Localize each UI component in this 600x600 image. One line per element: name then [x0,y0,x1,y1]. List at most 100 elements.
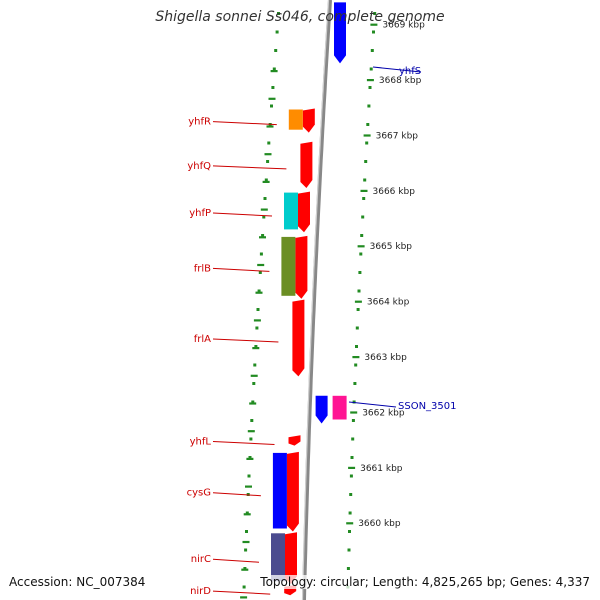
guide-dot [356,308,360,311]
guide-dash [250,374,258,377]
leader-yhfP [212,212,273,217]
tick-mark [354,300,362,303]
guide-dot [275,30,279,34]
guide-dot [361,215,365,219]
gene-SSON_3501-cog [332,395,347,420]
leader-SSON_3501 [348,401,397,408]
guide-dot [346,567,350,570]
tick-mark [363,134,371,137]
gene-features [271,2,347,596]
guide-dot [372,30,375,34]
tick-label: 3668 kbp [379,76,422,86]
accession-value: NC_007384 [76,575,146,589]
guide-dot [363,178,367,182]
guide-dot [357,289,361,293]
backbone-line [302,0,332,600]
guide-dot [351,419,355,422]
guide-dash [245,485,252,488]
guide-dot [242,585,246,589]
gene-label-yhfR: yhfR [188,117,211,128]
leader-yhfQ [212,165,287,170]
tick-label: 3663 kbp [364,353,407,363]
guide-dash [257,263,265,267]
guide-dot [349,474,353,478]
guide-dot [360,234,364,237]
guide-dash [266,125,274,128]
tick-label: 3662 kbp [362,408,405,418]
guide-dash [253,319,261,322]
tick-label: 3667 kbp [376,131,419,141]
gene-yhfL-cds [288,435,301,446]
guide-dot [365,141,369,145]
gene-label-yhfS: yhfS [399,66,421,77]
tick-label: 3669 kbp [382,21,425,31]
guide-dot [253,363,257,367]
guide-dot [244,548,248,552]
guide-dash [264,153,272,156]
gene-frlB-cds [295,235,308,299]
backbone-highlight [301,0,330,600]
guide-dot [272,67,276,71]
guide-dot [348,511,352,515]
genome-backbone [301,0,332,600]
gene-labels: yhfR yhfQ yhfP frlB frlA yhfL cysG nirC nirD yhfS… [187,66,457,597]
leader-nirC [212,558,260,563]
guide-dot [266,160,270,163]
guide-dash [247,430,255,433]
gene-label-nirD: nirD [190,586,211,597]
guide-dash [242,540,250,544]
leader-cysG [212,492,261,497]
guide-dot [258,271,262,274]
guide-dot [369,67,373,71]
gene-yhfQ-cds [300,141,313,188]
gene-yhfS-cds [334,2,346,64]
gene-label-yhfL: yhfL [190,437,212,448]
guide-dot [362,197,366,200]
guide-dot [277,12,280,15]
gene-nirC-cds [285,532,297,585]
guide-dot [248,456,252,459]
leader-nirD [212,590,271,595]
gene-label-frlB: frlB [194,263,211,274]
guide-dot [347,548,351,552]
tick-label: 3660 kbp [358,519,401,529]
guide-dot [250,419,254,422]
gene-frlB-cog [281,236,296,296]
guide-dot [355,345,358,348]
guide-dot [263,197,267,200]
tick-mark [370,23,378,26]
tick-label: 3665 kbp [370,242,413,252]
guide-dot [245,530,248,533]
guide-dot [274,49,278,52]
guide-dot [254,345,258,348]
guide-dash [243,513,251,516]
leader-frlA [212,338,279,343]
guide-dot [267,141,271,145]
tick-mark [360,189,368,192]
tick-label: 3661 kbp [360,464,403,474]
guide-dash [241,568,249,571]
leader-yhfR [212,121,277,126]
guide-dot [264,178,268,182]
tick-mark [348,466,356,469]
guide-dash [249,402,257,405]
gene-SSON_3501-cds [315,395,328,424]
gene-frlA-cds [292,299,305,377]
accession-label: Accession: [9,575,73,589]
guide-dot [351,437,355,441]
tick-mark [366,79,374,82]
tick-mark [350,411,358,414]
guide-dash [240,596,248,599]
genome-stats: Topology: circular; Length: 4,825,265 bp… [260,575,590,589]
guide-dot [247,474,251,478]
guide-dash [268,97,276,100]
guide-dash [259,236,266,239]
genes-label: Genes: [509,575,552,589]
tick-label: 3664 kbp [367,298,410,308]
length-label: Length: [372,575,419,589]
gene-yhfP-cds [298,191,310,233]
guide-dot [243,567,247,570]
leader-frlB [212,267,270,272]
guide-dot [249,437,253,441]
genes-value: 4,337 [555,575,590,589]
